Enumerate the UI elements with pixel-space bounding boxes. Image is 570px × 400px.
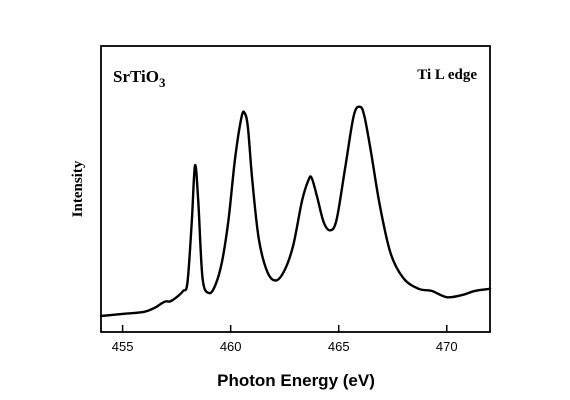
x-axis-label: Photon Energy (eV) — [217, 371, 375, 390]
x-axis-ticks: 455 460 465 470 — [112, 325, 458, 354]
annotation-edge: Ti L edge — [417, 67, 477, 83]
plot-frame — [100, 45, 491, 333]
series-line — [99, 105, 492, 318]
annotation-material: SrTiO3 — [113, 67, 166, 90]
x-tick-label-465: 465 — [328, 339, 350, 354]
x-tick-label-455: 455 — [112, 339, 134, 354]
y-axis-label: Intensity — [70, 160, 86, 217]
x-tick-label-470: 470 — [436, 339, 458, 354]
x-tick-label-460: 460 — [220, 339, 242, 354]
